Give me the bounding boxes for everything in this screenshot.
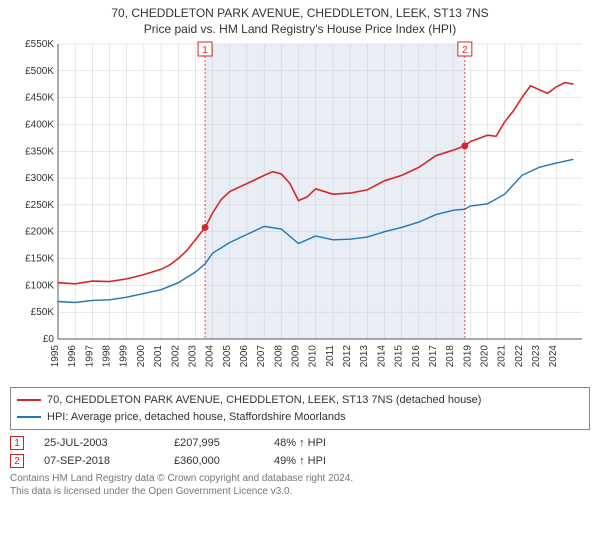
x-tick-label: 2024 bbox=[548, 345, 559, 368]
transaction-change: 48% ↑ HPI bbox=[274, 437, 384, 449]
legend-swatch bbox=[17, 416, 41, 418]
x-tick-label: 2019 bbox=[462, 345, 473, 368]
x-tick-label: 2009 bbox=[291, 345, 302, 368]
marker-label: 1 bbox=[202, 45, 208, 56]
x-tick-label: 1996 bbox=[67, 345, 78, 368]
transaction-row: 1 25-JUL-2003 £207,995 48% ↑ HPI bbox=[10, 436, 590, 450]
footer-attribution: Contains HM Land Registry data © Crown c… bbox=[10, 472, 590, 498]
page-subtitle: Price paid vs. HM Land Registry's House … bbox=[10, 22, 590, 36]
transaction-date: 25-JUL-2003 bbox=[44, 437, 154, 449]
x-tick-label: 2003 bbox=[187, 345, 198, 368]
transaction-date: 07-SEP-2018 bbox=[44, 455, 154, 467]
transaction-marker: 2 bbox=[10, 454, 24, 468]
y-tick-label: £150K bbox=[25, 254, 54, 265]
price-chart: £0 £50K £100K £150K £200K £250K £300K £350K £400… bbox=[10, 38, 590, 383]
transaction-marker: 1 bbox=[10, 436, 24, 450]
x-tick-label: 2006 bbox=[239, 345, 250, 368]
y-tick-label: £200K bbox=[25, 227, 54, 238]
x-tick-label: 1995 bbox=[50, 345, 61, 368]
page-title: 70, CHEDDLETON PARK AVENUE, CHEDDLETON, … bbox=[10, 6, 590, 20]
x-tick-label: 2016 bbox=[411, 345, 422, 368]
x-tick-label: 2018 bbox=[445, 345, 456, 368]
y-tick-label: £0 bbox=[43, 334, 55, 345]
transaction-price: £360,000 bbox=[174, 455, 254, 467]
transaction-row: 2 07-SEP-2018 £360,000 49% ↑ HPI bbox=[10, 454, 590, 468]
footer-line-2: This data is licensed under the Open Gov… bbox=[10, 485, 590, 498]
legend-item: HPI: Average price, detached house, Staf… bbox=[17, 409, 583, 426]
x-tick-label: 2020 bbox=[480, 345, 491, 368]
y-tick-label: £50K bbox=[31, 307, 55, 318]
y-tick-label: £550K bbox=[25, 39, 54, 50]
x-tick-label: 2007 bbox=[256, 345, 267, 368]
x-tick-label: 2015 bbox=[394, 345, 405, 368]
x-tick-label: 2005 bbox=[222, 345, 233, 368]
y-tick-label: £300K bbox=[25, 173, 54, 184]
x-tick-label: 2004 bbox=[205, 345, 216, 368]
x-tick-label: 2011 bbox=[325, 345, 336, 367]
legend-label: HPI: Average price, detached house, Staf… bbox=[47, 409, 346, 426]
footer-line-1: Contains HM Land Registry data © Crown c… bbox=[10, 472, 590, 485]
shaded-region bbox=[205, 44, 465, 339]
x-tick-label: 2014 bbox=[376, 345, 387, 368]
x-tick-label: 2021 bbox=[497, 345, 508, 368]
y-tick-label: £250K bbox=[25, 200, 54, 211]
x-tick-label: 2000 bbox=[136, 345, 147, 368]
x-tick-label: 2013 bbox=[359, 345, 370, 368]
transaction-dot bbox=[461, 142, 468, 149]
marker-label: 2 bbox=[462, 45, 468, 56]
transactions-table: 1 25-JUL-2003 £207,995 48% ↑ HPI 2 07-SEP-201… bbox=[10, 436, 590, 468]
legend-swatch bbox=[17, 399, 41, 401]
x-tick-label: 2022 bbox=[514, 345, 525, 368]
x-tick-label: 1997 bbox=[84, 345, 95, 368]
y-tick-label: £450K bbox=[25, 93, 54, 104]
x-tick-label: 2010 bbox=[308, 345, 319, 368]
x-tick-label: 1999 bbox=[119, 345, 130, 368]
x-tick-label: 1998 bbox=[102, 345, 113, 368]
x-tick-label: 2002 bbox=[170, 345, 181, 368]
x-tick-label: 2017 bbox=[428, 345, 439, 368]
transaction-price: £207,995 bbox=[174, 437, 254, 449]
x-tick-label: 2008 bbox=[273, 345, 284, 368]
y-tick-label: £350K bbox=[25, 146, 54, 157]
y-tick-label: £100K bbox=[25, 280, 54, 291]
transaction-change: 49% ↑ HPI bbox=[274, 455, 384, 467]
x-tick-label: 2023 bbox=[531, 345, 542, 368]
x-tick-label: 2001 bbox=[153, 345, 164, 368]
y-tick-label: £500K bbox=[25, 66, 54, 77]
y-tick-label: £400K bbox=[25, 119, 54, 130]
legend-label: 70, CHEDDLETON PARK AVENUE, CHEDDLETON, … bbox=[47, 392, 481, 409]
legend-item: 70, CHEDDLETON PARK AVENUE, CHEDDLETON, … bbox=[17, 392, 583, 409]
transaction-dot bbox=[202, 224, 209, 231]
legend: 70, CHEDDLETON PARK AVENUE, CHEDDLETON, … bbox=[10, 387, 590, 430]
x-tick-label: 2012 bbox=[342, 345, 353, 368]
